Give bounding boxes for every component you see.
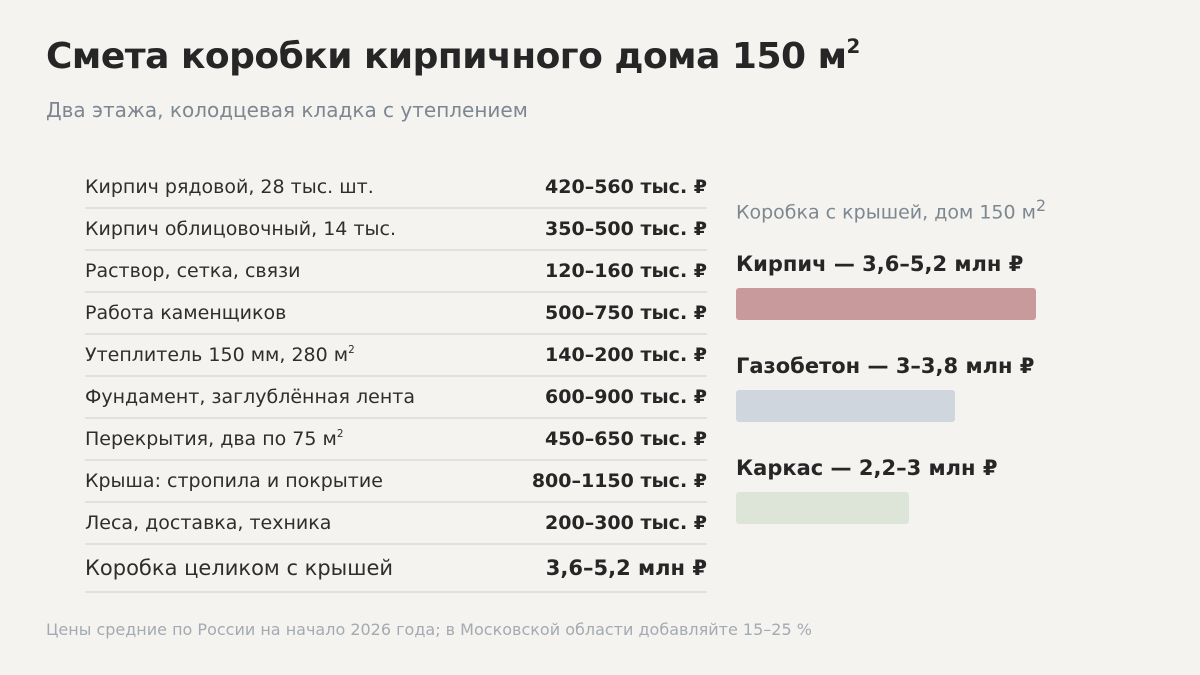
estimate-item-label: Крыша: стропила и покрытие xyxy=(85,470,383,492)
footnote: Цены средние по России на начало 2026 го… xyxy=(46,620,812,639)
estimate-row: Утеплитель 150 мм, 280 м2 140–200 тыс. ₽ xyxy=(85,335,707,377)
comparison-bar xyxy=(736,390,955,422)
estimate-item-cost: 500–750 тыс. ₽ xyxy=(545,302,707,324)
comparison-item: Каркас — 2,2–3 млн ₽ xyxy=(736,456,997,524)
comparison-panel: Коробка с крышей, дом 150 м2 Кирпич — 3,… xyxy=(736,196,1156,524)
estimate-item-cost: 140–200 тыс. ₽ xyxy=(545,344,707,366)
estimate-total-row: Коробка целиком с крышей 3,6–5,2 млн ₽ xyxy=(85,545,707,593)
estimate-item-cost: 420–560 тыс. ₽ xyxy=(545,176,707,198)
estimate-row: Фундамент, заглублённая лента 600–900 тыс… xyxy=(85,377,707,419)
comparison-title-superscript: 2 xyxy=(1035,196,1047,215)
unit-superscript: 2 xyxy=(348,343,355,356)
estimate-item-label: Перекрытия, два по 75 м2 xyxy=(85,427,344,450)
estimate-total-label: Коробка целиком с крышей xyxy=(85,556,394,580)
estimate-row: Работа каменщиков 500–750 тыс. ₽ xyxy=(85,293,707,335)
estimate-row: Перекрытия, два по 75 м2 450–650 тыс. ₽ xyxy=(85,419,707,461)
estimate-item-cost: 600–900 тыс. ₽ xyxy=(545,386,707,408)
estimate-total-cost: 3,6–5,2 млн ₽ xyxy=(545,556,707,580)
comparison-label: Кирпич — 3,6–5,2 млн ₽ xyxy=(736,252,1024,276)
comparison-label: Каркас — 2,2–3 млн ₽ xyxy=(736,456,998,480)
page-subtitle: Два этажа, колодцевая кладка с утепление… xyxy=(46,98,528,122)
estimate-row: Кирпич рядовой, 28 тыс. шт. 420–560 тыс. … xyxy=(85,167,707,209)
unit-superscript: 2 xyxy=(336,427,344,440)
estimate-item-cost: 800–1150 тыс. ₽ xyxy=(531,470,707,492)
estimate-item-cost: 120–160 тыс. ₽ xyxy=(545,260,707,282)
estimate-item-cost: 200–300 тыс. ₽ xyxy=(545,512,707,534)
estimate-item-label: Фундамент, заглублённая лента xyxy=(85,386,415,408)
estimate-item-label: Раствор, сетка, связи xyxy=(85,260,301,282)
comparison-bar xyxy=(736,492,909,524)
estimate-row: Леса, доставка, техника 200–300 тыс. ₽ xyxy=(85,503,707,545)
title-superscript: 2 xyxy=(846,35,861,59)
page-title: Смета коробки кирпичного дома 150 м2 xyxy=(46,35,861,77)
comparison-label: Газобетон — 3–3,8 млн ₽ xyxy=(736,354,1035,378)
comparison-item: Кирпич — 3,6–5,2 млн ₽ xyxy=(736,252,1036,320)
comparison-item: Газобетон — 3–3,8 млн ₽ xyxy=(736,354,1034,422)
estimate-item-label: Кирпич облицовочный, 14 тыс. xyxy=(85,218,396,240)
comparison-bar xyxy=(736,288,1036,320)
estimate-row: Кирпич облицовочный, 14 тыс. 350–500 тыс.… xyxy=(85,209,707,251)
comparison-title: Коробка с крышей, дом 150 м2 xyxy=(736,196,1047,224)
estimate-item-cost: 350–500 тыс. ₽ xyxy=(545,218,707,240)
estimate-item-label: Кирпич рядовой, 28 тыс. шт. xyxy=(85,176,374,198)
estimate-item-label: Работа каменщиков xyxy=(85,302,287,324)
estimate-item-label: Леса, доставка, техника xyxy=(85,512,332,534)
estimate-row: Раствор, сетка, связи 120–160 тыс. ₽ xyxy=(85,251,707,293)
estimate-table: Кирпич рядовой, 28 тыс. шт. 420–560 тыс. … xyxy=(85,167,707,593)
estimate-item-cost: 450–650 тыс. ₽ xyxy=(545,428,707,450)
estimate-row: Крыша: стропила и покрытие 800–1150 тыс. … xyxy=(85,461,707,503)
estimate-item-label: Утеплитель 150 мм, 280 м2 xyxy=(85,343,355,366)
